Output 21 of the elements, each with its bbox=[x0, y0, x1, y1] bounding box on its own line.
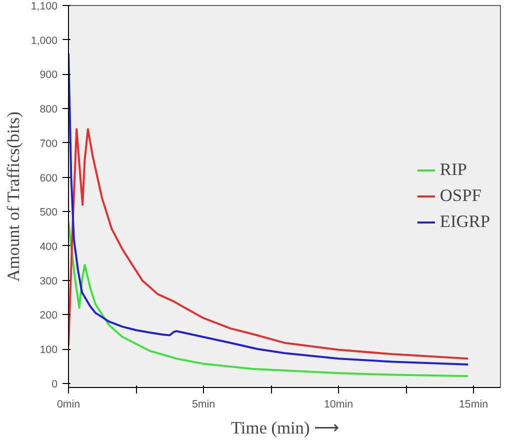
x-tick-label: 5min bbox=[192, 398, 216, 410]
y-tick-label: 400 bbox=[40, 240, 58, 253]
x-tick-label: 0min bbox=[56, 398, 80, 410]
x-tick-label: 15min bbox=[458, 398, 488, 410]
y-tick-label: 200 bbox=[40, 310, 58, 322]
x-tick-label: 10min bbox=[324, 398, 354, 410]
y-tick-label: 300 bbox=[40, 275, 58, 288]
y-tick-label: 900 bbox=[40, 69, 58, 82]
y-tick-label: 100 bbox=[40, 344, 58, 356]
y-axis-title: Amount of Traffics(bits) bbox=[4, 111, 23, 282]
legend-label: EIGRP bbox=[440, 212, 490, 232]
y-tick-label: 700 bbox=[40, 138, 58, 150]
y-tick-label: 800 bbox=[40, 104, 58, 116]
legend-label: RIP bbox=[440, 160, 467, 180]
legend-label: OSPF bbox=[440, 186, 482, 206]
y-tick-label: 1,100 bbox=[30, 0, 58, 12]
x-axis-title: Time (min) ⟶ bbox=[230, 418, 338, 438]
y-tick-label: 0 bbox=[52, 378, 58, 390]
y-tick-label: 600 bbox=[40, 172, 58, 184]
y-tick-label: 500 bbox=[40, 206, 58, 219]
y-tick-label: 1,000 bbox=[30, 34, 58, 47]
